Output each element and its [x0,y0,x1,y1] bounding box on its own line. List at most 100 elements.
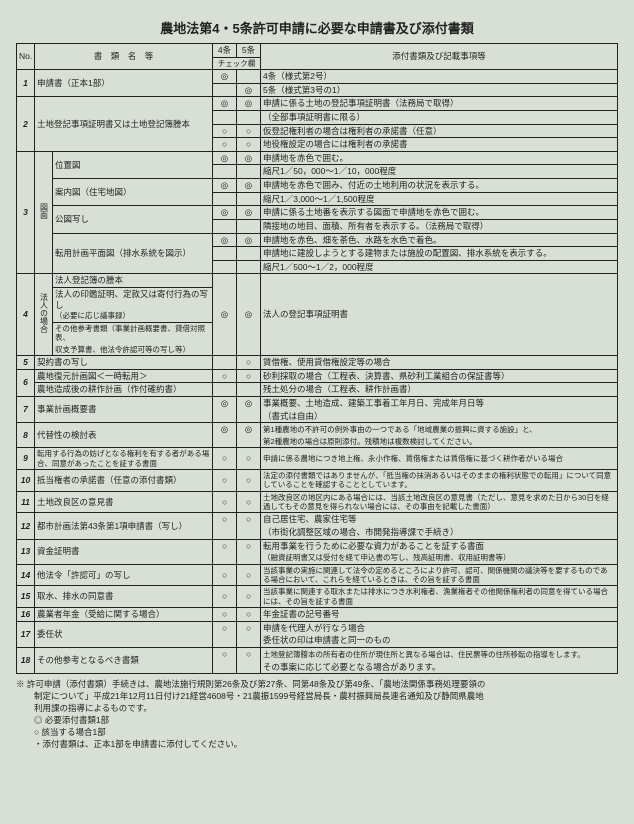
no: 12 [17,513,35,539]
foot-line: ◎ 必要添付書類1部 [16,715,618,727]
footnotes: ※ 許可申請（添付書類）手続きは、農地法施行規則第26条及び第27条、同第48条… [16,679,618,750]
c5: ◎ [237,206,261,220]
c5 [237,165,261,179]
c4 [213,410,237,423]
name: 農地造成後の耕作計画（作付確約書） [35,383,213,397]
c4: ○ [213,539,237,552]
c5: ○ [237,369,261,383]
c4: ○ [213,621,237,634]
name: 都市計画法第43条第1項申請書（写し） [35,513,213,539]
att: （全部事項証明書に限る） [261,110,618,124]
c4: ◎ [213,233,237,247]
c5 [237,410,261,423]
no: 6 [17,369,35,396]
cat: 図面 [35,151,53,274]
name: 代替性の検討表 [35,423,213,448]
c5: ○ [237,608,261,622]
att: 申請地を赤色で囲み、付近の土地利用の状況を表示する。 [261,179,618,193]
foot-line: ・添付書類は、正本1部を申請書に添付してください。 [16,739,618,751]
att: 隣接地の地目、面積、所有者を表示する。（法務局で取得） [261,219,618,233]
c5 [237,260,261,274]
att: 第1種農地の不許可の例外事由の一つである「地域農業の振興に資する施設」と、 [261,423,618,436]
no: 15 [17,586,35,608]
c5: ○ [237,491,261,513]
no: 9 [17,448,35,470]
cat-label: 法人の場合 [40,293,48,333]
no: 2 [17,97,35,152]
att: 転用事業を行うために必要な資力があることを証する書面 [261,539,618,552]
c4: ○ [213,648,237,661]
c4 [213,634,237,647]
no: 11 [17,491,35,513]
name: 転用計画平面図（排水系統を図示） [53,233,213,274]
c4 [213,110,237,124]
c5: ◎ [237,396,261,409]
c4: ○ [213,608,237,622]
att: 縮尺1／3,000～1／1,500程度 [261,192,618,206]
att: 地役権設定の場合には権利者の承諾書 [261,138,618,152]
name: 土地改良区の意見書 [35,491,213,513]
c4: ○ [213,369,237,383]
att: 自己居住宅、農家住宅等 [261,513,618,526]
name: 転用する行為の妨げとなる権利を有する者がある場合、同意があったことを証する書面 [35,448,213,470]
hdr-att: 添付書類及び記載事項等 [261,44,618,70]
no: 14 [17,564,35,586]
foot-line: 制定について」平成21年12月11日付け21経営4608号・21農振1599号経… [16,691,618,703]
c5 [237,526,261,539]
no: 3 [17,151,35,274]
no: 18 [17,648,35,674]
att: 土地登記簿謄本の所有者の住所が現住所と異なる場合は、住民票等の住所移転の指導をし… [261,648,618,661]
c5 [237,634,261,647]
name: 事業計画概要書 [35,396,213,422]
no: 1 [17,70,35,97]
name: 土地登記事項証明書又は土地登記簿謄本 [35,97,213,152]
foot-line: ※ 許可申請（添付書類）手続きは、農地法施行規則第26条及び第27条、同第48条… [16,679,618,691]
foot-line: ○ 該当する場合1部 [16,727,618,739]
att: 申請に係る農地につき地上権、永小作権、賃借権または賃借権に基づく耕作者がいる場合 [261,448,618,470]
name: 収支予算書、他法令許認可等の写し等） [53,344,213,356]
name: 法人登記簿の謄本 [53,274,213,288]
c4: ○ [213,564,237,586]
c4 [213,165,237,179]
no: 7 [17,396,35,422]
name: その他参考となるべき書類 [35,648,213,674]
n2s: （必要に応じ議事録） [55,311,130,320]
c4 [213,552,237,564]
att: 仮登記権利者の場合は権利者の承諾書（任意） [261,124,618,138]
c4 [213,356,237,370]
c4: ○ [213,138,237,152]
c5 [237,383,261,397]
att: 申請を代理人が行なう場合 [261,621,618,634]
att: 法人の登記事項証明書 [261,274,618,356]
hdr-name: 書 類 名 等 [35,44,213,70]
att: 賃借権、使用貸借権設定等の場合 [261,356,618,370]
c5: ◎ [237,179,261,193]
att: 砂利採取の場合（工程表、決算書、県砂利工業組合の保証書等） [261,369,618,383]
c5: ○ [237,356,261,370]
c5: ◎ [237,97,261,111]
att: 縮尺1／50，000～1／10，000程度 [261,165,618,179]
c4: ○ [213,491,237,513]
c4: ◎ [213,151,237,165]
no: 10 [17,469,35,491]
c5 [237,661,261,674]
c5 [237,110,261,124]
document-table: No. 書 類 名 等 4条 5条 添付書類及び記載事項等 チェック欄 1 申請… [16,43,618,674]
c4: ◎ [213,206,237,220]
c4 [213,383,237,397]
att: 当該事業に関連する取水または排水につき水利権者、漁業権者その他関係権利者の同意を… [261,586,618,608]
c5: ◎ [237,233,261,247]
c5: ○ [237,648,261,661]
name: 申請書（正本1部） [35,70,213,97]
name: 取水、排水の同意書 [35,586,213,608]
att: （書式は自由） [261,410,618,423]
no: 17 [17,621,35,647]
att: 第2種農地の場合は原則添付。残積地は複数検討してください。 [261,436,618,448]
c5 [237,192,261,206]
hdr-chk: チェック欄 [213,57,261,69]
att: 申請地を赤色で囲む。 [261,151,618,165]
c5: ○ [237,124,261,138]
c4: ◎ [213,97,237,111]
name: 案内図（住宅地図） [53,179,213,206]
foot-line: 利用課の指導によるものです。 [16,703,618,715]
